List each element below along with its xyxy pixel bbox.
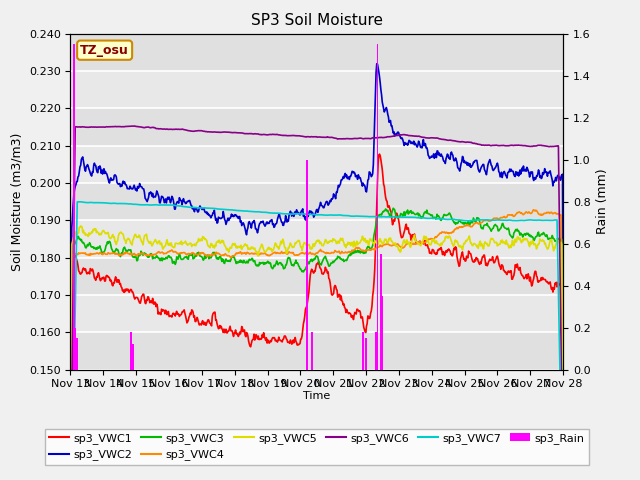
Bar (70, 108, 563, 145)
Bar (380, 254, 381, 370)
Bar (365, 338, 367, 370)
X-axis label: Time: Time (303, 391, 330, 401)
Y-axis label: Rain (mm): Rain (mm) (596, 169, 609, 234)
Bar (70, 220, 563, 258)
Bar (131, 332, 132, 370)
Bar (132, 345, 134, 370)
Bar (70, 295, 563, 332)
Bar (70, 332, 563, 370)
Bar (381, 296, 383, 370)
Bar (76, 338, 78, 370)
Bar (73, 44, 74, 370)
Bar (70, 71, 563, 108)
Bar (70, 183, 563, 220)
Bar (362, 332, 364, 370)
Bar (70, 34, 563, 71)
Bar (311, 332, 313, 370)
Bar (375, 332, 377, 370)
Y-axis label: Soil Moisture (m3/m3): Soil Moisture (m3/m3) (10, 132, 23, 271)
Bar (70, 258, 563, 295)
Bar (74, 327, 76, 370)
Bar (70, 145, 563, 183)
Title: SP3 Soil Moisture: SP3 Soil Moisture (251, 13, 383, 28)
Bar (377, 44, 378, 370)
Bar (306, 159, 308, 370)
Text: TZ_osu: TZ_osu (80, 44, 129, 57)
Legend: sp3_VWC1, sp3_VWC2, sp3_VWC3, sp3_VWC4, sp3_VWC5, sp3_VWC6, sp3_VWC7, sp3_Rain: sp3_VWC1, sp3_VWC2, sp3_VWC3, sp3_VWC4, … (45, 429, 589, 465)
